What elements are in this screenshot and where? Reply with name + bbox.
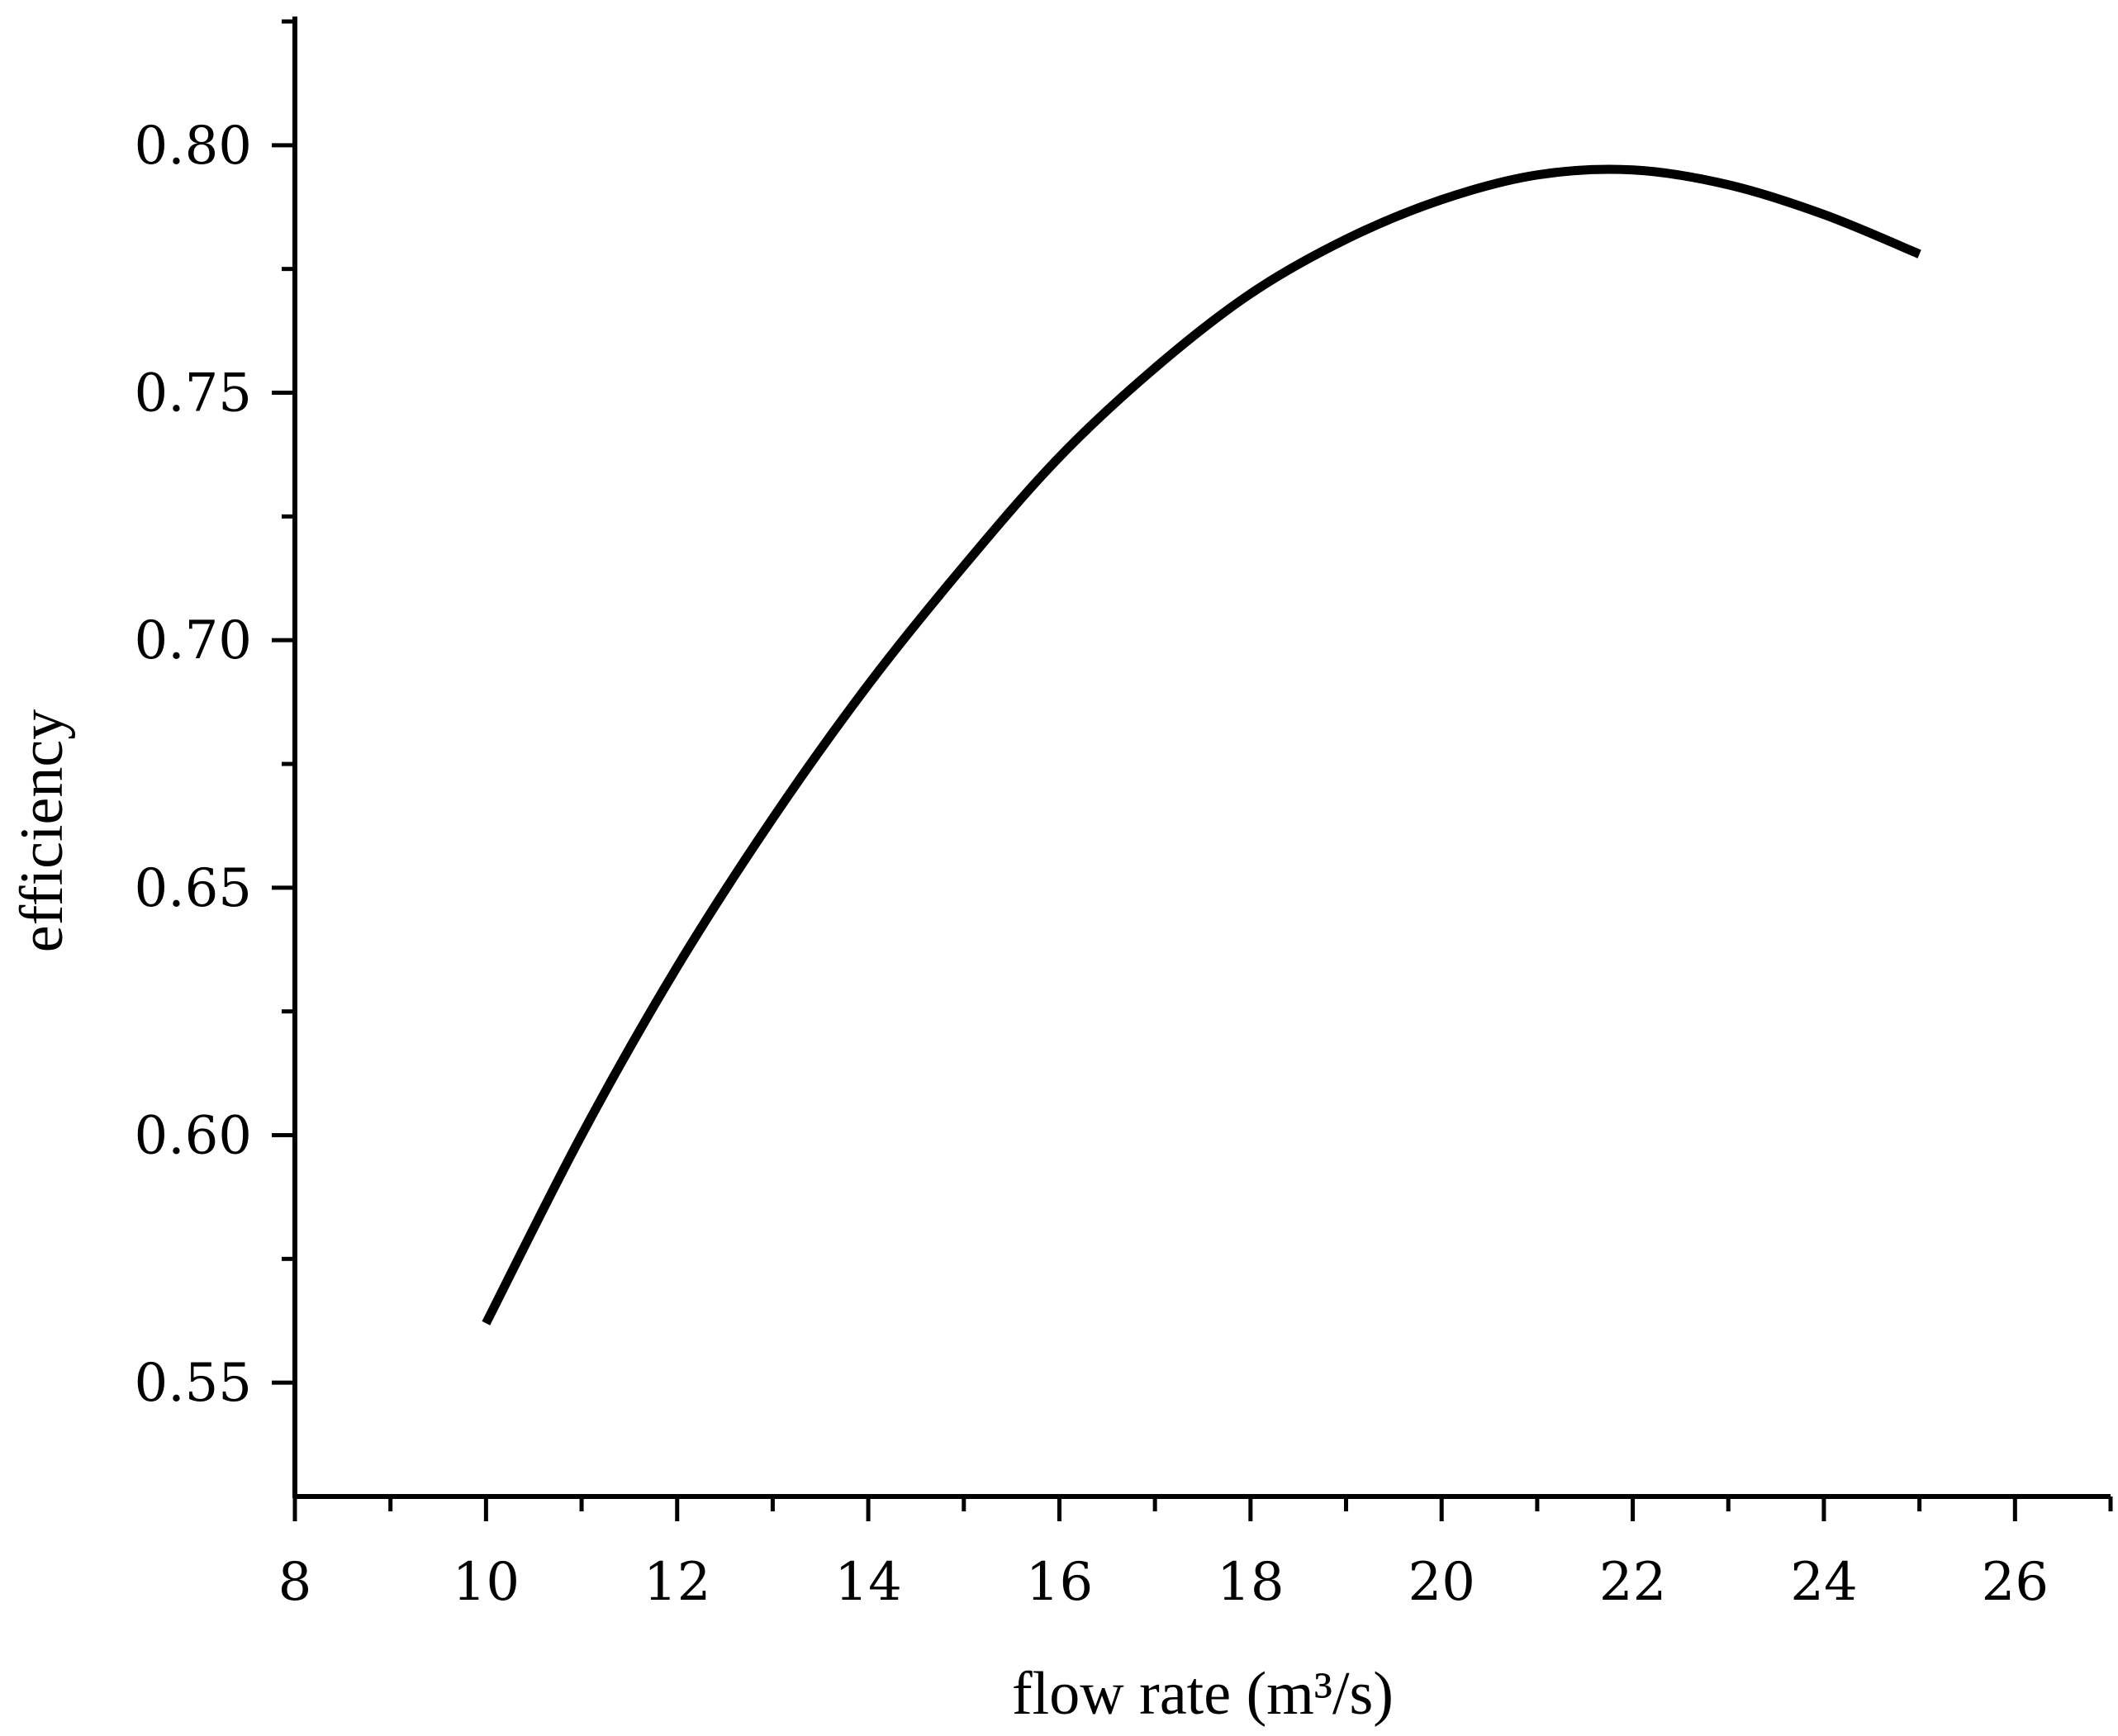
x-tick-label: 12 <box>643 1552 710 1613</box>
x-tick-label: 26 <box>1982 1552 2049 1613</box>
series-line-0 <box>482 164 1921 1326</box>
y-tick-label: 0.65 <box>135 858 253 919</box>
x-tick-label: 24 <box>1790 1552 1857 1613</box>
y-tick-label: 0.80 <box>135 116 253 177</box>
x-tick-label: 22 <box>1599 1552 1666 1613</box>
y-tick-label: 0.60 <box>135 1105 253 1166</box>
y-tick-label: 0.75 <box>135 363 253 424</box>
x-tick-label: 16 <box>1026 1552 1093 1613</box>
x-tick-label: 8 <box>278 1552 312 1613</box>
x-axis-title: flow rate (m³/s) <box>1012 1660 1394 1728</box>
ticks <box>272 19 2113 1521</box>
x-tick-label: 18 <box>1217 1552 1284 1613</box>
y-tick-label: 0.55 <box>135 1353 253 1414</box>
axes <box>292 17 2111 1499</box>
plot-area <box>482 164 1921 1326</box>
x-tick-label: 10 <box>453 1552 520 1613</box>
x-tick-label: 14 <box>834 1552 901 1613</box>
tick-labels: 8 10 12 14 16 18 20 22 24 26 0.55 0.60 0.65 0.70 0.75 0… <box>135 116 2049 1613</box>
y-tick-label: 0.70 <box>135 610 253 671</box>
x-tick-label: 20 <box>1408 1552 1475 1613</box>
y-axis-title: efficiency <box>8 709 76 952</box>
